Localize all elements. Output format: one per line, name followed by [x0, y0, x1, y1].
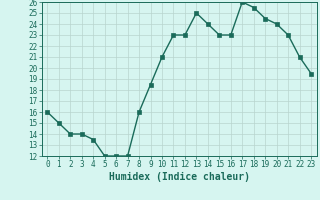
X-axis label: Humidex (Indice chaleur): Humidex (Indice chaleur) — [109, 172, 250, 182]
